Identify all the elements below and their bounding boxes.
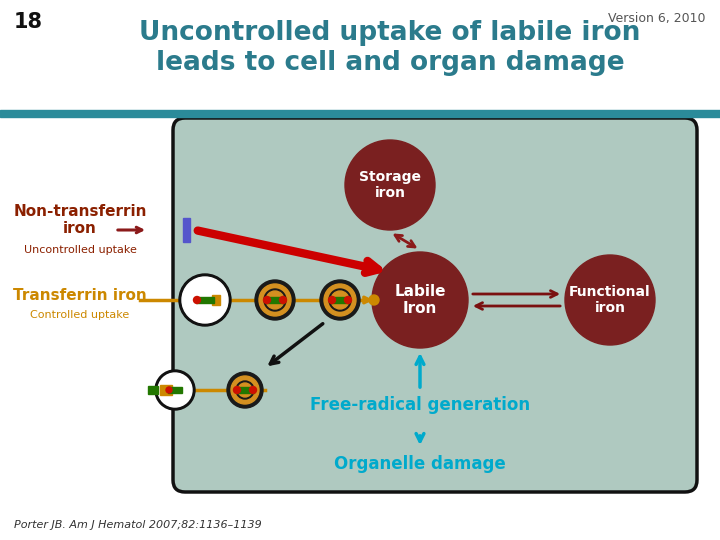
- Circle shape: [155, 370, 195, 410]
- Text: Free-radical generation: Free-radical generation: [310, 396, 530, 414]
- Circle shape: [320, 280, 360, 320]
- Text: Labile
Iron: Labile Iron: [395, 284, 446, 316]
- FancyBboxPatch shape: [173, 118, 697, 492]
- Text: Functional
iron: Functional iron: [570, 285, 651, 315]
- Circle shape: [329, 289, 351, 311]
- Circle shape: [233, 387, 240, 394]
- Circle shape: [565, 255, 655, 345]
- Text: Transferrin iron: Transferrin iron: [13, 287, 147, 302]
- Bar: [0, 110, 720, 117]
- Text: Controlled uptake: Controlled uptake: [30, 310, 130, 320]
- Bar: [148, 386, 158, 394]
- Circle shape: [227, 372, 263, 408]
- Circle shape: [255, 280, 295, 320]
- Circle shape: [250, 387, 256, 394]
- Bar: [183, 218, 190, 242]
- Circle shape: [238, 383, 252, 397]
- Text: Porter JB. Am J Hematol 2007;82:1136–1139: Porter JB. Am J Hematol 2007;82:1136–113…: [14, 520, 262, 530]
- Circle shape: [231, 376, 259, 404]
- Bar: [196, 297, 214, 303]
- Circle shape: [194, 296, 200, 303]
- Circle shape: [166, 387, 172, 393]
- Text: Storage
iron: Storage iron: [359, 170, 421, 200]
- Circle shape: [259, 284, 291, 316]
- Circle shape: [266, 291, 284, 309]
- Circle shape: [345, 140, 435, 230]
- Bar: [266, 297, 284, 303]
- Bar: [160, 385, 172, 395]
- Bar: [168, 387, 182, 393]
- Circle shape: [264, 296, 271, 303]
- Text: Non-transferrin
iron: Non-transferrin iron: [13, 204, 147, 236]
- Bar: [331, 297, 349, 303]
- Text: Version 6, 2010: Version 6, 2010: [608, 12, 706, 25]
- Circle shape: [279, 296, 287, 303]
- Text: 18: 18: [14, 12, 43, 32]
- Bar: [236, 387, 254, 393]
- Circle shape: [179, 274, 231, 326]
- Circle shape: [236, 381, 254, 399]
- Circle shape: [328, 296, 336, 303]
- Text: Uncontrolled uptake of labile iron
leads to cell and organ damage: Uncontrolled uptake of labile iron leads…: [139, 20, 641, 76]
- Text: Uncontrolled uptake: Uncontrolled uptake: [24, 245, 136, 255]
- Circle shape: [372, 252, 468, 348]
- Circle shape: [324, 284, 356, 316]
- Circle shape: [331, 291, 349, 309]
- Text: Organelle damage: Organelle damage: [334, 455, 506, 473]
- Circle shape: [369, 295, 379, 305]
- Bar: [212, 295, 220, 305]
- Circle shape: [158, 373, 192, 407]
- Circle shape: [344, 296, 351, 303]
- Circle shape: [182, 277, 228, 323]
- Circle shape: [264, 289, 286, 311]
